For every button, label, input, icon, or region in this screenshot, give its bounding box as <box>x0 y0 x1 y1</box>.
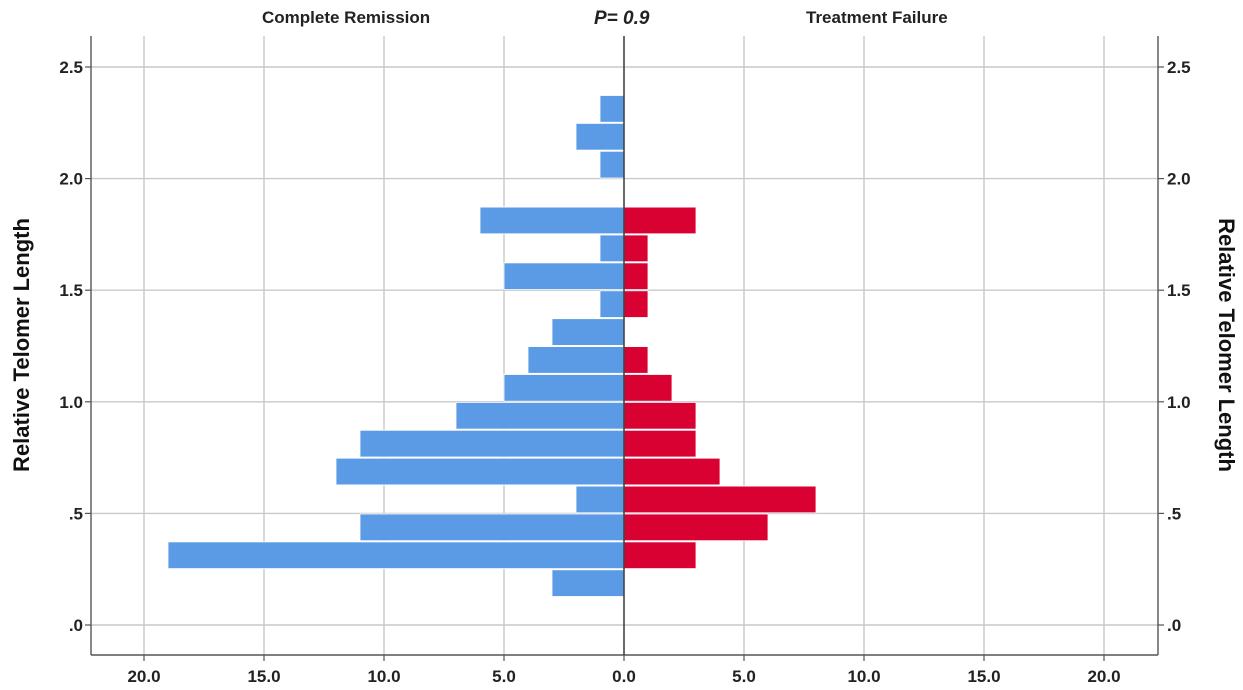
left-panel-title: Complete Remission <box>262 8 431 27</box>
y-tick-label-right: 1.5 <box>1167 281 1191 300</box>
p-value-annotation: P= 0.9 <box>594 8 650 29</box>
bar-left <box>167 541 625 570</box>
y-tick-label-left: .5 <box>69 504 83 523</box>
x-tick-label: 20.0 <box>1087 667 1120 686</box>
bar-right <box>623 346 649 374</box>
bar-left <box>335 457 625 486</box>
x-tick-label: 5.0 <box>492 667 516 686</box>
bar-left <box>479 206 625 235</box>
y-tick-label-right: 2.0 <box>1167 170 1191 189</box>
x-tick-label: 15.0 <box>247 667 280 686</box>
x-tick-label: 0.0 <box>612 667 636 686</box>
bar-left <box>599 95 625 123</box>
y-tick-label-left: 2.5 <box>59 58 83 77</box>
bar-left <box>503 262 625 290</box>
bar-left <box>527 346 625 374</box>
bar-right <box>623 234 649 263</box>
bar-left <box>575 123 625 151</box>
x-tick-label: 10.0 <box>847 667 880 686</box>
y-tick-label-left: 1.5 <box>59 281 83 300</box>
y-axis-label-left: Relative Telomer Length <box>9 218 34 472</box>
x-tick-label: 20.0 <box>127 667 160 686</box>
bar-right <box>623 374 673 402</box>
bar-left <box>551 318 625 346</box>
right-panel-title: Treatment Failure <box>806 8 948 27</box>
bar-left <box>599 150 625 179</box>
label-layer: .0 .0 .5 .5 1.0 1.0 1.5 1.5 2.0 2.0 2.5 2.5 0.0 5.0 5.… <box>59 58 1190 686</box>
bar-right <box>623 206 697 235</box>
bar-left <box>455 401 625 430</box>
bar-right <box>623 290 649 318</box>
bar-right <box>623 485 817 514</box>
bar-right <box>623 541 697 570</box>
y-tick-label-right: .0 <box>1167 616 1181 635</box>
x-tick-label: 5.0 <box>732 667 756 686</box>
y-tick-label-left: 2.0 <box>59 170 83 189</box>
y-tick-label-right: 1.0 <box>1167 393 1191 412</box>
y-axis-label-right: Relative Telomer Length <box>1214 218 1239 472</box>
bar-right <box>623 513 769 542</box>
bar-right <box>623 429 697 458</box>
y-tick-label-left: 1.0 <box>59 393 83 412</box>
bars-layer <box>167 95 817 597</box>
bar-left <box>599 234 625 263</box>
bar-right <box>623 457 721 486</box>
bar-left <box>359 429 625 458</box>
bar-left <box>599 290 625 318</box>
axis-layer <box>85 36 1164 661</box>
y-tick-label-right: .5 <box>1167 504 1181 523</box>
bar-right <box>623 401 697 430</box>
x-tick-label: 15.0 <box>967 667 1000 686</box>
bar-left <box>359 513 625 542</box>
y-tick-label-left: .0 <box>69 616 83 635</box>
bar-left <box>575 485 625 514</box>
x-tick-label: 10.0 <box>367 667 400 686</box>
bar-left <box>503 374 625 402</box>
y-tick-label-right: 2.5 <box>1167 58 1191 77</box>
bar-right <box>623 262 649 290</box>
bar-left <box>551 569 625 597</box>
